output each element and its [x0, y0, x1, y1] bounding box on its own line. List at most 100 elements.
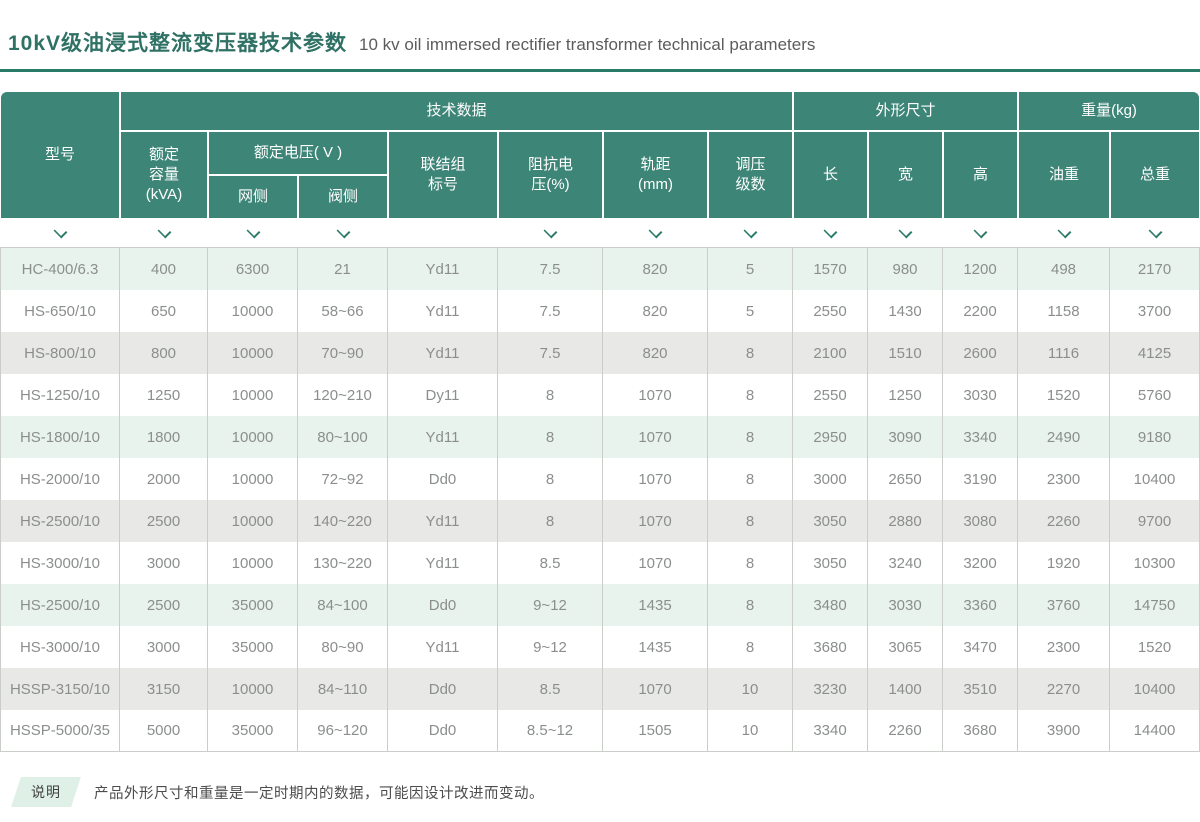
- value-cell: 14750: [1110, 584, 1200, 626]
- value-cell: 820: [603, 290, 708, 332]
- value-cell: 21: [298, 248, 388, 290]
- chevron-down-icon[interactable]: [1057, 224, 1071, 239]
- value-cell: 1510: [868, 332, 943, 374]
- value-cell: 1070: [603, 458, 708, 500]
- note-text: 产品外形尺寸和重量是一定时期内的数据，可能因设计改进而变动。: [94, 785, 544, 802]
- table-row: HS-2500/10 2500 10000 140~220 Yd11 8 1070 8 3050…: [0, 500, 1200, 542]
- page-title: 10kV级油浸式整流变压器技术参数 10 kv oil immersed rect…: [0, 0, 1200, 57]
- value-cell: 8.5: [498, 668, 603, 710]
- chevron-down-icon[interactable]: [898, 224, 913, 239]
- group-header-weight: 重量(kg): [1018, 91, 1200, 131]
- value-cell: 3065: [868, 626, 943, 668]
- col-header-rated-voltage: 额定电压( V ): [208, 131, 388, 175]
- filter-cell: [0, 219, 120, 248]
- model-cell: HS-2500/10: [0, 584, 120, 626]
- value-cell: 2550: [793, 290, 868, 332]
- value-cell: 8: [708, 500, 793, 542]
- model-cell: HS-3000/10: [0, 626, 120, 668]
- value-cell: 3510: [943, 668, 1018, 710]
- model-cell: HS-650/10: [0, 290, 120, 332]
- model-cell: HC-400/6.3: [0, 248, 120, 290]
- value-cell: 820: [603, 332, 708, 374]
- filter-cell: [120, 219, 208, 248]
- col-header-impedance-voltage: 阻抗电 压(%): [498, 131, 603, 219]
- value-cell: 3680: [943, 710, 1018, 752]
- filter-cell: [1110, 219, 1200, 248]
- model-cell: HS-1250/10: [0, 374, 120, 416]
- value-cell: 1250: [868, 374, 943, 416]
- table-row: HSSP-3150/10 3150 10000 84~110 Dd0 8.5 1070 10 3…: [0, 668, 1200, 710]
- value-cell: 130~220: [298, 542, 388, 584]
- chevron-down-icon[interactable]: [246, 224, 260, 239]
- value-cell: Yd11: [388, 542, 498, 584]
- value-cell: 3190: [943, 458, 1018, 500]
- value-cell: 3090: [868, 416, 943, 458]
- col-header-oil-weight: 油重: [1018, 131, 1110, 219]
- chevron-down-icon[interactable]: [543, 224, 558, 239]
- value-cell: 7.5: [498, 290, 603, 332]
- value-cell: 96~120: [298, 710, 388, 752]
- filter-cell: [943, 219, 1018, 248]
- footnote: 说明 产品外形尺寸和重量是一定时期内的数据，可能因设计改进而变动。: [10, 777, 1200, 807]
- value-cell: 9~12: [498, 626, 603, 668]
- value-cell: 6300: [208, 248, 298, 290]
- chevron-down-icon[interactable]: [823, 224, 838, 239]
- chevron-down-icon[interactable]: [648, 224, 663, 239]
- value-cell: 80~90: [298, 626, 388, 668]
- chevron-down-icon[interactable]: [336, 224, 350, 239]
- filter-cell: [868, 219, 943, 248]
- model-cell: HS-2000/10: [0, 458, 120, 500]
- value-cell: 2950: [793, 416, 868, 458]
- value-cell: Yd11: [388, 248, 498, 290]
- value-cell: Dd0: [388, 458, 498, 500]
- col-header-tap-steps: 调压 级数: [708, 131, 793, 219]
- filter-cell: [1018, 219, 1110, 248]
- value-cell: 10400: [1110, 668, 1200, 710]
- value-cell: 1158: [1018, 290, 1110, 332]
- value-cell: 3340: [793, 710, 868, 752]
- value-cell: 400: [120, 248, 208, 290]
- value-cell: 800: [120, 332, 208, 374]
- value-cell: 1250: [120, 374, 208, 416]
- value-cell: 10000: [208, 668, 298, 710]
- title-underline: [0, 69, 1200, 72]
- chevron-down-icon[interactable]: [1148, 224, 1162, 239]
- value-cell: 1200: [943, 248, 1018, 290]
- group-header-dimensions: 外形尺寸: [793, 91, 1018, 131]
- value-cell: 3340: [943, 416, 1018, 458]
- table-row: HS-1250/10 1250 10000 120~210 Dy11 8 1070 8 2550…: [0, 374, 1200, 416]
- page-title-zh: 10kV级油浸式整流变压器技术参数: [8, 32, 348, 55]
- value-cell: 3480: [793, 584, 868, 626]
- value-cell: 1520: [1110, 626, 1200, 668]
- chevron-down-icon[interactable]: [973, 224, 988, 239]
- value-cell: 2200: [943, 290, 1018, 332]
- filter-cell: [208, 219, 298, 248]
- value-cell: 2260: [1018, 500, 1110, 542]
- value-cell: 1070: [603, 500, 708, 542]
- chevron-down-icon[interactable]: [743, 224, 758, 239]
- value-cell: 820: [603, 248, 708, 290]
- value-cell: 3680: [793, 626, 868, 668]
- value-cell: 35000: [208, 626, 298, 668]
- value-cell: Dd0: [388, 668, 498, 710]
- chevron-down-icon[interactable]: [53, 224, 67, 239]
- value-cell: 10000: [208, 332, 298, 374]
- value-cell: 8: [708, 584, 793, 626]
- table-row: HS-650/10 650 10000 58~66 Yd11 7.5 820 5 2550 143…: [0, 290, 1200, 332]
- value-cell: 3000: [120, 626, 208, 668]
- col-header-length: 长: [793, 131, 868, 219]
- value-cell: 1070: [603, 374, 708, 416]
- value-cell: Yd11: [388, 290, 498, 332]
- value-cell: 3200: [943, 542, 1018, 584]
- value-cell: 4125: [1110, 332, 1200, 374]
- value-cell: 10400: [1110, 458, 1200, 500]
- group-header-technical-data: 技术数据: [120, 91, 793, 131]
- header-group-row: 型号 技术数据 外形尺寸 重量(kg): [0, 91, 1200, 219]
- value-cell: 2170: [1110, 248, 1200, 290]
- col-header-model: 型号: [0, 91, 120, 219]
- value-cell: 2100: [793, 332, 868, 374]
- chevron-down-icon[interactable]: [157, 224, 171, 239]
- page-title-en: 10 kv oil immersed rectifier transformer…: [359, 35, 816, 54]
- table-header: 型号 技术数据 外形尺寸 重量(kg) 额定 容量 (kVA) 额定电压( V …: [0, 91, 1200, 219]
- value-cell: 72~92: [298, 458, 388, 500]
